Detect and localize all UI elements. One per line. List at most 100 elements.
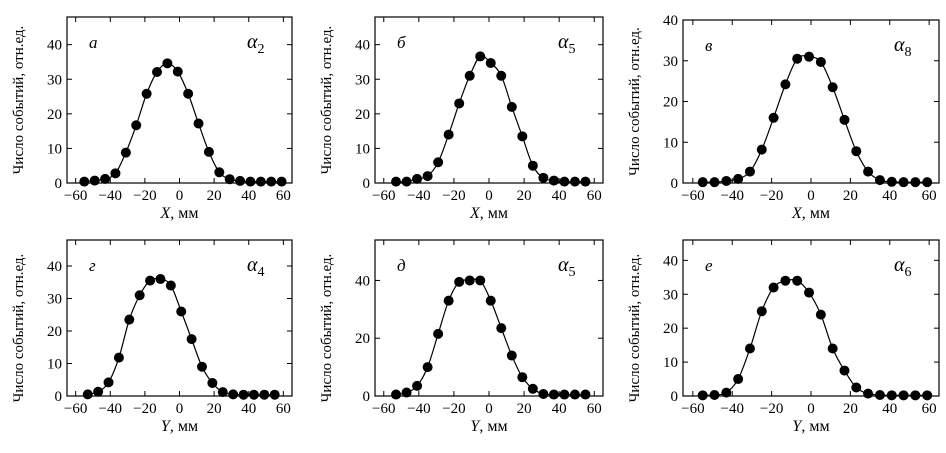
x-tick-label: 0 bbox=[485, 401, 493, 417]
data-point bbox=[124, 314, 135, 325]
data-point bbox=[103, 377, 114, 388]
data-point bbox=[780, 275, 791, 286]
data-point bbox=[815, 56, 826, 67]
x-tick-label: −20 bbox=[133, 188, 156, 204]
y-tick-label: 30 bbox=[47, 72, 62, 88]
chart-panel-6: −60 −40 −20 0 20 40 60 0 10 20 30 40 Y, мм Число собы… bbox=[627, 239, 940, 435]
panel-letter: е bbox=[705, 256, 713, 275]
y-tick-label: 40 bbox=[47, 38, 62, 54]
data-point bbox=[197, 361, 207, 372]
chart-panel-5: −60 −40 −20 0 20 40 60 0 20 40 Y, мм Число событий,… bbox=[319, 239, 604, 435]
data-point bbox=[464, 70, 475, 81]
x-tick-label: −60 bbox=[64, 401, 87, 417]
data-point bbox=[245, 176, 256, 187]
y-tick-label: 20 bbox=[47, 324, 62, 340]
alpha-annotation: α8 bbox=[894, 34, 912, 60]
alpha-symbol: α bbox=[558, 254, 569, 276]
y-tick-label: 0 bbox=[671, 176, 679, 192]
data-point bbox=[176, 306, 187, 317]
x-tick-label: 0 bbox=[485, 188, 493, 204]
data-point bbox=[475, 275, 486, 286]
x-axis-label: X, мм bbox=[469, 205, 508, 222]
panel-letter: а bbox=[89, 33, 98, 52]
alpha-annotation: α5 bbox=[558, 254, 576, 280]
x-axis-unit: , мм bbox=[801, 418, 829, 435]
y-tick-label: 40 bbox=[355, 38, 370, 54]
x-tick-label: 60 bbox=[922, 401, 937, 417]
y-axis-label: Число событий, отн.ед. bbox=[627, 254, 643, 403]
x-axis-variable: Y bbox=[470, 418, 481, 435]
data-point bbox=[548, 389, 559, 400]
data-point bbox=[527, 383, 538, 394]
data-point bbox=[517, 131, 528, 142]
y-axis-label: Число событий, отн.ед. bbox=[11, 26, 27, 175]
data-point bbox=[485, 57, 496, 68]
data-point bbox=[141, 88, 152, 99]
data-point bbox=[863, 388, 874, 399]
data-point bbox=[548, 175, 559, 186]
data-point bbox=[443, 129, 454, 140]
data-point bbox=[100, 173, 111, 184]
data-point bbox=[422, 362, 433, 373]
y-tick-label: 0 bbox=[671, 389, 679, 405]
x-tick-label: 40 bbox=[882, 188, 897, 204]
plot-frame bbox=[374, 239, 604, 397]
data-point bbox=[733, 173, 744, 184]
data-point bbox=[827, 343, 838, 354]
y-tick-label: 20 bbox=[663, 95, 678, 111]
data-point bbox=[186, 334, 197, 345]
y-tick-label: 10 bbox=[47, 141, 62, 157]
data-point bbox=[401, 387, 412, 398]
data-point bbox=[155, 274, 166, 284]
alpha-subscript: 5 bbox=[569, 265, 576, 280]
data-point bbox=[433, 157, 444, 168]
y-axis-label: Число событий, отн.ед. bbox=[319, 254, 335, 403]
data-point bbox=[134, 290, 145, 301]
data-point bbox=[839, 114, 850, 125]
x-axis-variable: X bbox=[469, 205, 481, 222]
data-point bbox=[569, 176, 580, 187]
alpha-symbol: α bbox=[894, 254, 905, 276]
data-point bbox=[93, 386, 104, 397]
x-tick-label: 20 bbox=[517, 188, 532, 204]
series-line bbox=[702, 55, 928, 183]
data-point bbox=[496, 70, 507, 81]
data-point bbox=[898, 390, 909, 401]
panel-letter: г bbox=[89, 256, 96, 275]
alpha-symbol: α bbox=[558, 31, 569, 53]
x-tick-label: 40 bbox=[552, 401, 567, 417]
x-axis-unit: , мм bbox=[802, 205, 830, 222]
y-tick-label: 10 bbox=[663, 135, 678, 151]
alpha-symbol: α bbox=[247, 31, 258, 53]
data-point bbox=[183, 88, 194, 99]
alpha-subscript: 8 bbox=[905, 45, 912, 60]
x-tick-label: −40 bbox=[99, 401, 122, 417]
x-tick-label: −20 bbox=[442, 401, 465, 417]
x-tick-label: −60 bbox=[64, 188, 87, 204]
alpha-subscript: 4 bbox=[258, 265, 265, 280]
data-point bbox=[506, 101, 517, 112]
data-point bbox=[433, 328, 444, 339]
data-point bbox=[214, 167, 225, 178]
data-point bbox=[228, 389, 239, 400]
alpha-symbol: α bbox=[247, 254, 258, 276]
x-axis-label: X, мм bbox=[159, 205, 198, 222]
data-point bbox=[517, 372, 528, 383]
data-point bbox=[744, 166, 755, 177]
data-point bbox=[172, 66, 183, 77]
x-tick-label: −60 bbox=[372, 188, 395, 204]
x-tick-label: −60 bbox=[681, 401, 704, 417]
data-point bbox=[538, 172, 549, 183]
x-tick-label: −20 bbox=[133, 401, 156, 417]
data-point bbox=[464, 275, 475, 286]
data-point bbox=[506, 350, 517, 361]
data-point bbox=[922, 177, 933, 188]
y-tick-label: 10 bbox=[663, 355, 678, 371]
data-point bbox=[113, 352, 124, 363]
data-point bbox=[863, 166, 874, 177]
x-tick-label: 0 bbox=[176, 188, 184, 204]
x-tick-label: 60 bbox=[587, 188, 602, 204]
data-point bbox=[851, 146, 862, 157]
data-point bbox=[733, 374, 744, 385]
